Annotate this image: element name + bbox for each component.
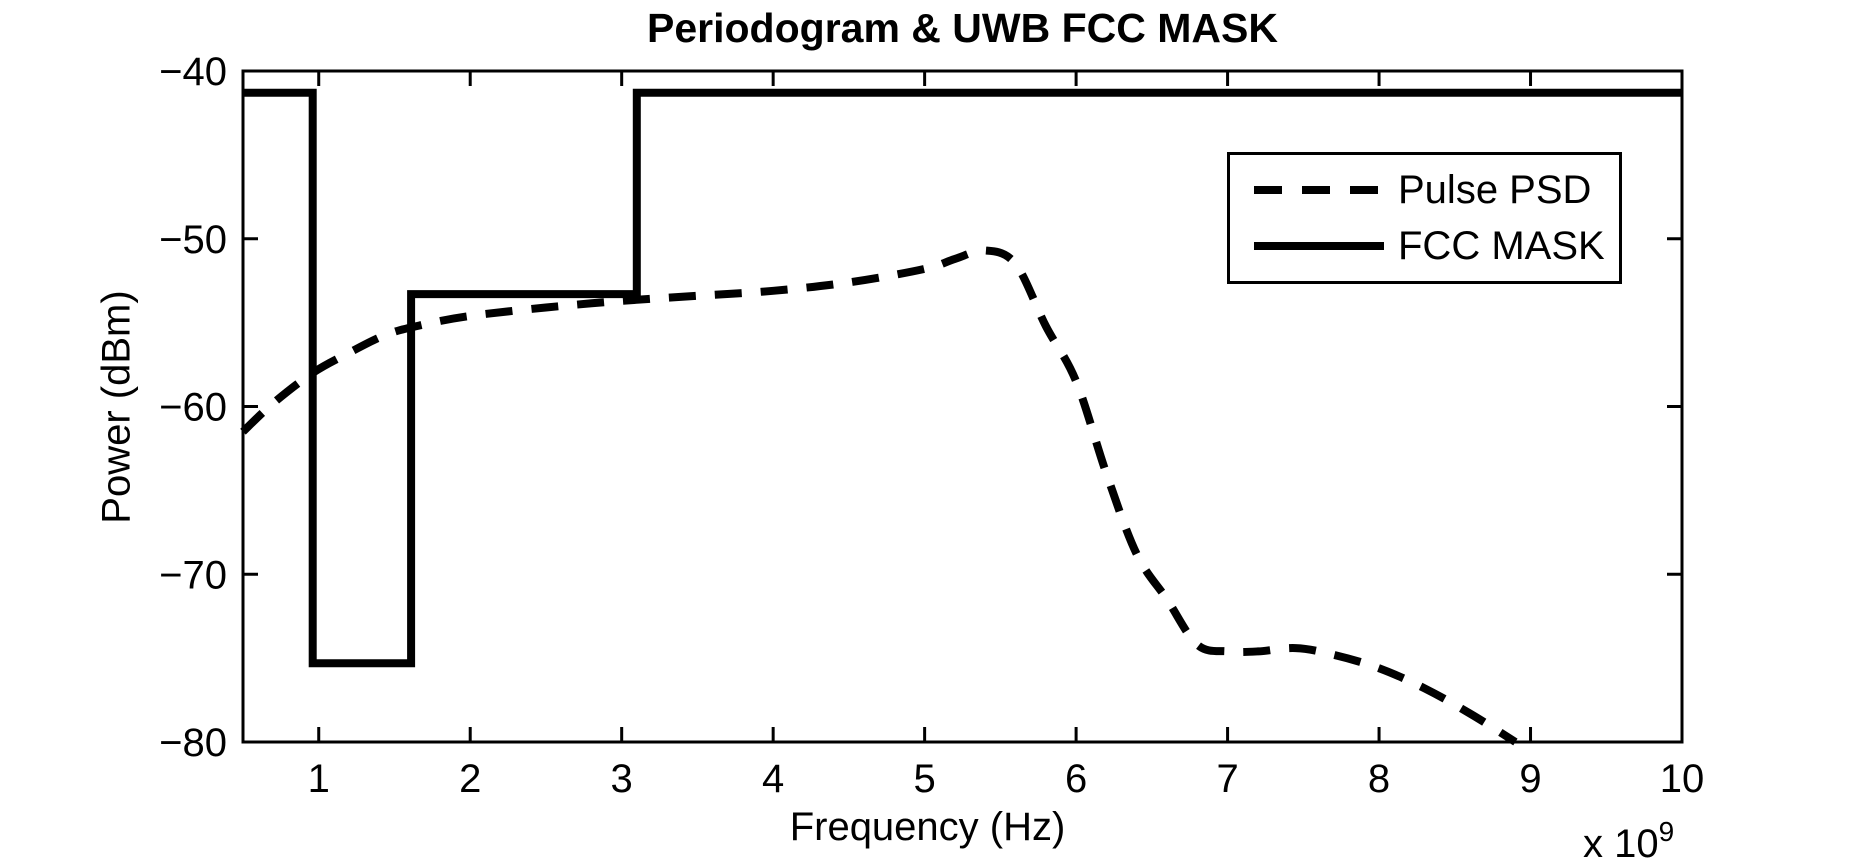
legend-item-fcc-mask: FCC MASK: [1254, 226, 1619, 266]
x-tick-label: 9: [1519, 757, 1541, 801]
solid-line-sample: [1254, 241, 1384, 250]
x-axis-label: Frequency (Hz): [789, 805, 1066, 849]
x-axis-multiplier-base: x 10: [1583, 822, 1659, 866]
x-tick-label: 7: [1216, 757, 1238, 801]
y-tick-label: −60: [159, 386, 227, 430]
legend-label-pulse-psd: Pulse PSD: [1398, 168, 1592, 213]
legend-item-pulse-psd: Pulse PSD: [1254, 170, 1619, 210]
y-tick-label: −70: [159, 553, 227, 597]
legend-label-fcc-mask: FCC MASK: [1398, 223, 1605, 268]
x-tick-label: 5: [914, 757, 936, 801]
x-tick-label: 8: [1368, 757, 1390, 801]
chart-title: Periodogram & UWB FCC MASK: [647, 5, 1278, 51]
y-tick-label: −40: [159, 50, 227, 94]
x-tick-label: 3: [611, 757, 633, 801]
x-tick-label: 4: [762, 757, 784, 801]
y-tick-label: −50: [159, 218, 227, 262]
y-tick-label: −80: [159, 721, 227, 765]
x-axis-multiplier: x 109: [1583, 816, 1674, 867]
dashed-line-sample: [1254, 186, 1384, 195]
legend: Pulse PSD FCC MASK: [1227, 152, 1622, 284]
x-axis-multiplier-exponent: 9: [1658, 816, 1675, 847]
x-tick-label: 2: [459, 757, 481, 801]
x-tick-label: 1: [308, 757, 330, 801]
y-axis-label: Power (dBm): [94, 290, 139, 524]
x-tick-label: 6: [1065, 757, 1087, 801]
x-tick-label: 10: [1660, 757, 1705, 801]
pulse-psd-line: [240, 246, 1518, 746]
fcc-mask-line: [243, 88, 1682, 668]
